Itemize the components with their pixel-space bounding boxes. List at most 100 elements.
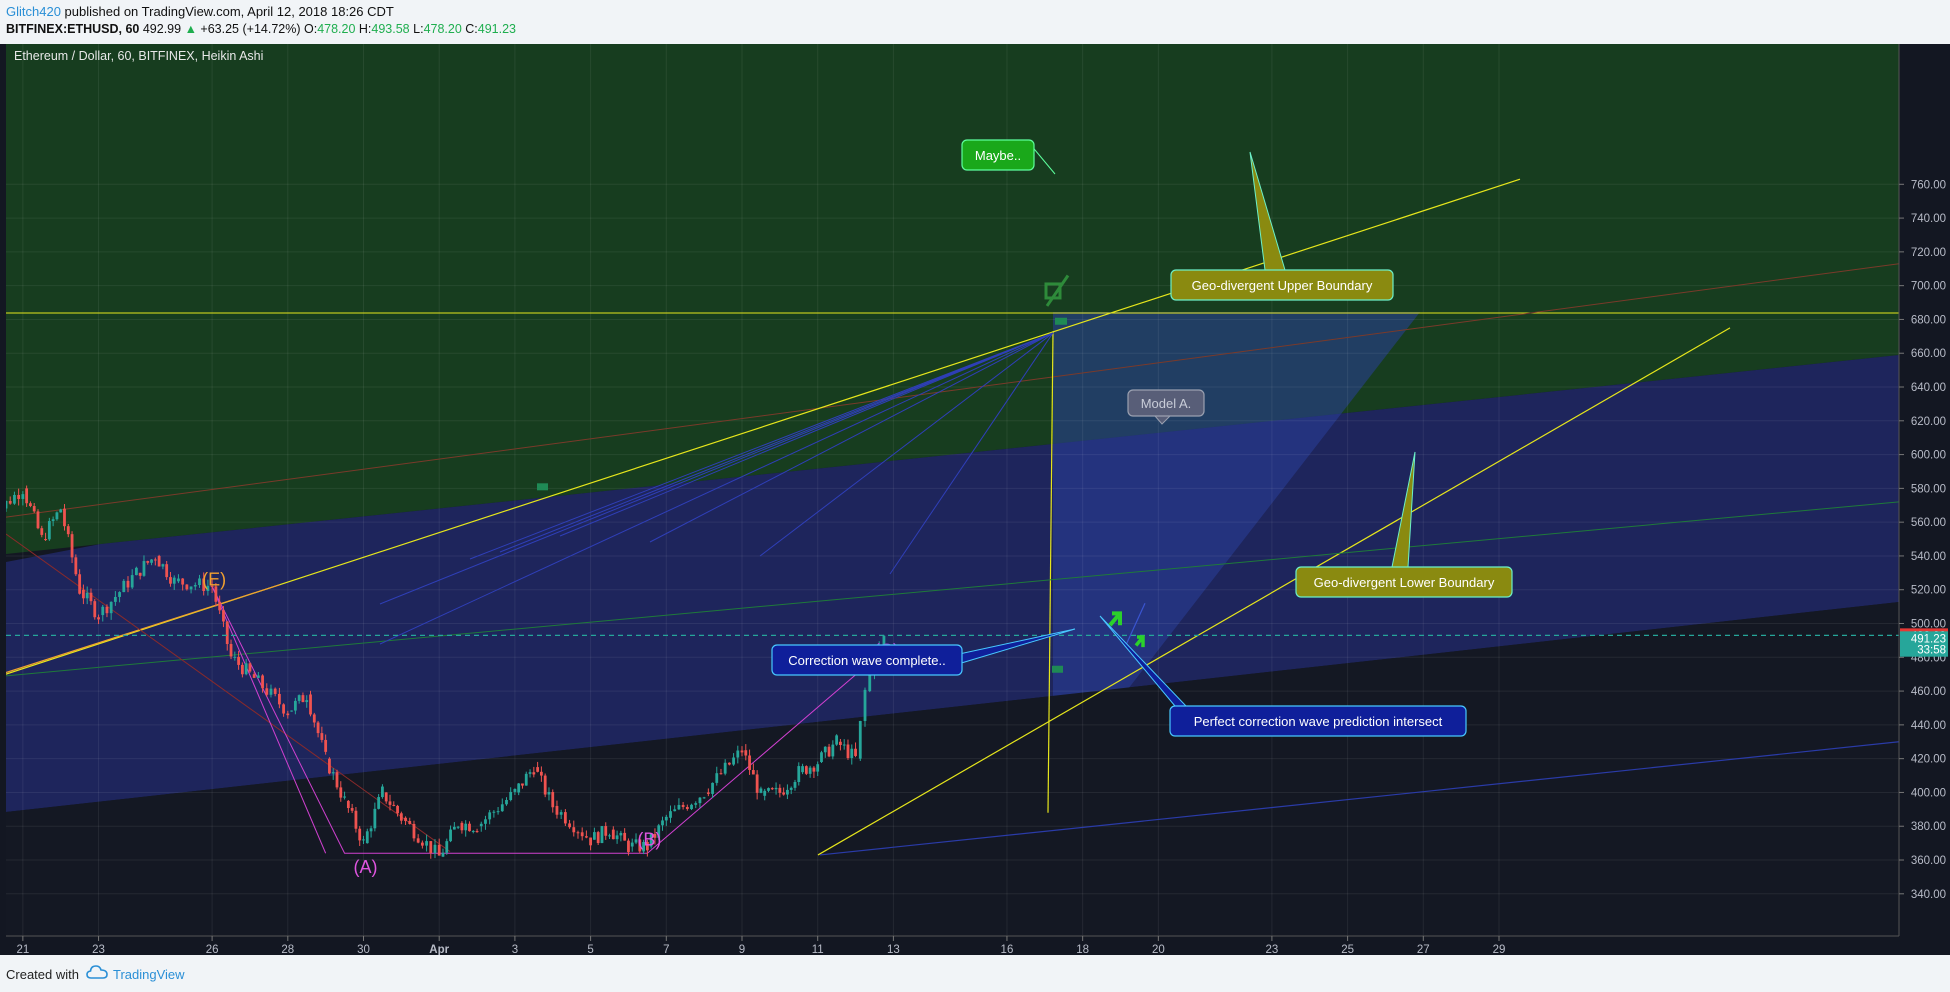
candle-body xyxy=(831,744,835,757)
candle-body xyxy=(479,823,483,827)
candle-body xyxy=(172,577,176,584)
y-tick-label: 620.00 xyxy=(1911,416,1946,428)
candle-body xyxy=(429,841,433,854)
candle-body xyxy=(320,733,324,740)
brown-trend-line xyxy=(6,263,1899,518)
candle-body xyxy=(286,713,290,716)
candle-body xyxy=(40,528,44,535)
orange-trend-line xyxy=(6,584,281,674)
candle-body xyxy=(751,770,755,775)
candle-body xyxy=(559,812,563,815)
price-axis[interactable] xyxy=(1899,44,1950,955)
candle-body xyxy=(547,792,551,795)
x-tick-label: 30 xyxy=(357,944,370,955)
candle-body xyxy=(290,710,293,712)
up-arrow-icon: ▲ xyxy=(184,22,197,36)
candle-body xyxy=(265,688,269,695)
candle-body xyxy=(189,586,193,590)
candle-body xyxy=(657,825,661,838)
candle-body xyxy=(82,589,85,599)
candle-body xyxy=(118,592,121,597)
y-tick-label: 580.00 xyxy=(1911,483,1946,495)
created-with-text: Created with xyxy=(6,967,79,982)
candle-body xyxy=(89,592,93,602)
crop-icon-line xyxy=(1045,274,1070,307)
flag-marker-icon xyxy=(1052,665,1063,673)
candle-body xyxy=(32,506,36,512)
candle-body xyxy=(471,830,475,832)
tradingview-link[interactable]: TradingView xyxy=(113,967,185,982)
y-tick-label: 720.00 xyxy=(1911,247,1946,259)
candle-body xyxy=(328,758,331,774)
x-tick-label: 7 xyxy=(663,944,669,955)
candle-body xyxy=(823,746,827,753)
candle-body xyxy=(437,844,441,856)
candle-body xyxy=(748,755,751,771)
callout-box xyxy=(961,139,1035,171)
y-tick-label: 500.00 xyxy=(1911,619,1946,631)
candle-body xyxy=(218,601,222,611)
candle-body xyxy=(277,693,281,705)
candle-body xyxy=(669,811,672,818)
candle-body xyxy=(488,812,492,820)
candle-body xyxy=(51,519,55,522)
candle-body xyxy=(827,746,831,757)
y-tick-label: 420.00 xyxy=(1911,754,1946,766)
x-tick-label: 29 xyxy=(1493,944,1506,955)
green-zone-upper xyxy=(6,44,1899,312)
price-chart[interactable]: (E)(A)(B)(C)Maybe..Geo-divergent Upper B… xyxy=(0,44,1950,955)
candle-body xyxy=(732,757,735,765)
candle-body xyxy=(36,511,40,529)
annotation-layer: (E)(A)(B)(C)Maybe..Geo-divergent Upper B… xyxy=(6,139,1899,877)
x-tick-label: 25 xyxy=(1341,944,1354,955)
candle-body xyxy=(596,832,600,844)
candle-body xyxy=(653,833,657,838)
callout-text: Geo-divergent Lower Boundary xyxy=(1314,575,1495,590)
candle-body xyxy=(210,585,214,587)
candle-body xyxy=(484,819,487,824)
candle-body xyxy=(509,791,513,801)
callout-box xyxy=(1127,389,1205,417)
candle-body xyxy=(202,578,206,591)
drawings-layer xyxy=(6,178,1899,856)
x-tick-label: 9 xyxy=(739,944,745,955)
y-tick-label: 540.00 xyxy=(1911,551,1946,563)
candle-body xyxy=(630,842,634,847)
candle-body xyxy=(858,721,862,759)
callout-box xyxy=(1169,705,1467,737)
price-tag: 491.23 xyxy=(1900,631,1948,646)
candle-body xyxy=(615,835,619,840)
candle-body xyxy=(237,656,240,665)
tradingview-cloud-icon xyxy=(86,965,108,979)
candle-body xyxy=(261,675,264,689)
candle-body xyxy=(456,826,460,828)
fan-line xyxy=(649,332,1054,543)
lower-boundary-line xyxy=(817,327,1731,856)
candle-body xyxy=(324,739,328,752)
author-link[interactable]: Glitch420 xyxy=(6,4,61,19)
wave-label: (B) xyxy=(637,830,661,850)
candle-body xyxy=(715,773,719,783)
candle-body xyxy=(425,841,428,846)
candle-body xyxy=(244,663,248,675)
x-tick-label: 11 xyxy=(812,944,824,955)
candle-body xyxy=(297,695,301,701)
candle-body xyxy=(744,750,748,756)
callout-box xyxy=(1170,269,1394,301)
candle-body xyxy=(740,750,744,753)
candle-body xyxy=(816,764,820,772)
candle-body xyxy=(820,752,823,763)
candle-body xyxy=(350,808,354,811)
publish-info: Glitch420 published on TradingView.com, … xyxy=(6,4,394,19)
chart-title: Ethereum / Dollar, 60, BITFINEX, Heikin … xyxy=(14,49,263,63)
y-tick-label: 520.00 xyxy=(1911,585,1946,597)
candle-body xyxy=(808,767,812,774)
candle-body xyxy=(580,832,584,837)
candle-body xyxy=(55,512,59,520)
symbol-label: BITFINEX:ETHUSD, 60 xyxy=(6,22,140,36)
x-tick-label: Apr xyxy=(429,944,449,955)
candle-body xyxy=(532,772,536,775)
candle-body xyxy=(664,816,668,821)
flag-marker-icon xyxy=(537,483,548,491)
callout-text: Model A. xyxy=(1141,396,1192,411)
